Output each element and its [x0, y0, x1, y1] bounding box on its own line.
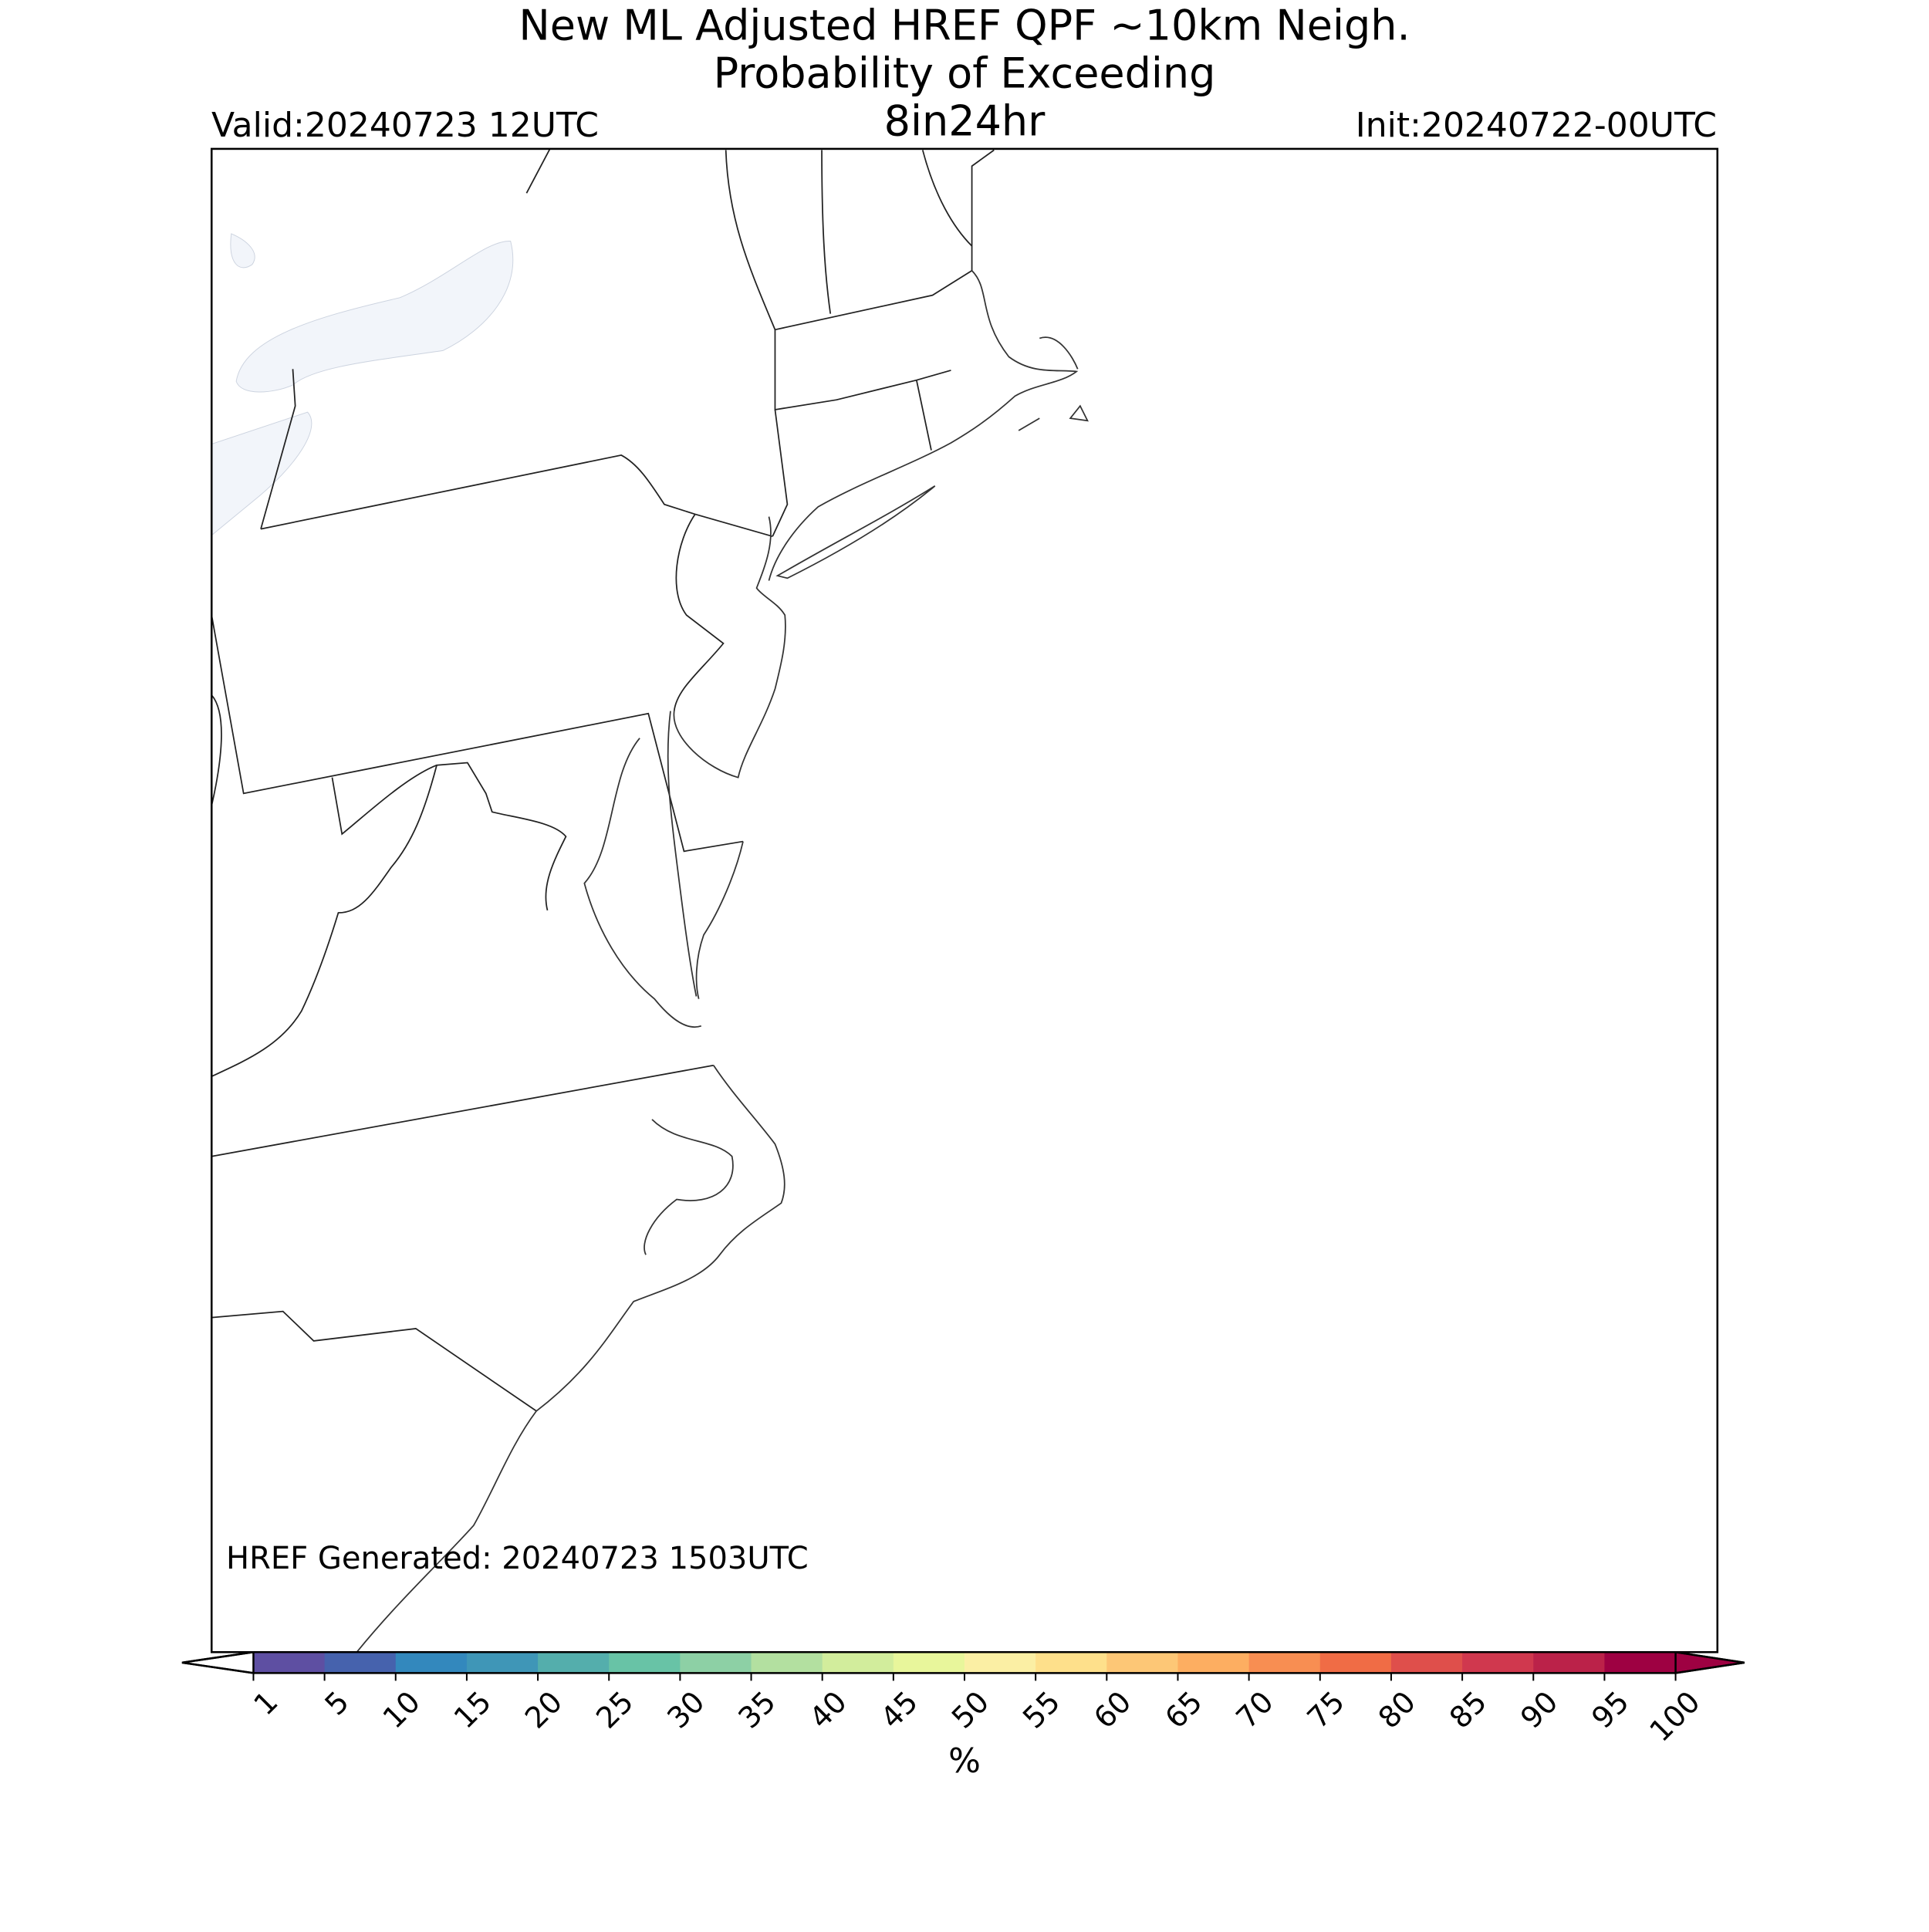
init-time: Init:20240722-00UTC [1356, 106, 1717, 145]
state-border [525, 148, 551, 194]
long-island [775, 485, 936, 579]
colorbar-tick-label: 45 [874, 1684, 924, 1734]
state-border [260, 454, 773, 538]
colorbar-label: % [948, 1741, 981, 1781]
colorbar-tick-label: 70 [1229, 1684, 1279, 1734]
colorbar-segment [680, 1652, 752, 1674]
map [210, 147, 1719, 1653]
colorbar-tick-label: 40 [803, 1684, 853, 1734]
colorbar-segment [324, 1652, 397, 1674]
colorbar-tick-label: 55 [1016, 1684, 1066, 1734]
state-border [915, 380, 932, 451]
pamlico [644, 1119, 734, 1255]
cape-cod [1018, 336, 1089, 431]
valid-time: Valid:20240723 12UTC [211, 106, 599, 145]
lake-ontario [235, 241, 514, 393]
colorbar-segment [822, 1652, 894, 1674]
coastline [695, 841, 744, 999]
state-border [331, 762, 567, 911]
colorbar-tick-label: 65 [1158, 1684, 1208, 1734]
colorbar-tick-label: 35 [731, 1684, 782, 1734]
colorbar-tick-label: 100 [1643, 1684, 1706, 1748]
colorbar-segment [1248, 1652, 1321, 1674]
state-border [772, 409, 789, 537]
colorbar-tick-label: 20 [519, 1684, 569, 1734]
colorbar-tick-label: 95 [1585, 1684, 1635, 1734]
state-border [211, 765, 437, 1077]
state-border [211, 1064, 714, 1157]
colorbar-segment [538, 1652, 610, 1674]
coastline [356, 1065, 785, 1653]
colorbar-segment [751, 1652, 823, 1674]
colorbar-tick-label: 15 [448, 1684, 498, 1734]
title-line: Probability of Exceeding [714, 49, 1216, 98]
colorbar-tick-label: 30 [660, 1684, 711, 1734]
colorbar-segment [395, 1652, 468, 1674]
lake-erie [211, 411, 312, 536]
state-border [260, 369, 296, 529]
colorbar-segment [466, 1652, 539, 1674]
colorbar-segment [1035, 1652, 1107, 1674]
colorbar-tick-label: 10 [377, 1684, 427, 1734]
state-border [775, 149, 995, 331]
colorbar-tick-label: 80 [1372, 1684, 1422, 1734]
colorbar-tick-label: 25 [590, 1684, 640, 1734]
colorbar-extend-low [181, 1650, 255, 1674]
map-frame [210, 147, 1719, 1653]
state-border [921, 150, 973, 247]
state-border [673, 513, 725, 711]
colorbar-segment [609, 1652, 681, 1674]
coastline [673, 516, 786, 779]
colorbar-segment [964, 1652, 1036, 1674]
coastline [768, 270, 1079, 581]
basemap [211, 148, 1089, 1653]
state-border [725, 150, 951, 410]
colorbar-tick-label: 60 [1087, 1684, 1137, 1734]
colorbar-tick-label: 1 [247, 1684, 284, 1721]
small-lake [230, 233, 255, 269]
state-border [211, 694, 222, 806]
title-line: New ML Adjusted HREF QPF ~10km Neigh. [519, 2, 1410, 50]
state-border [821, 150, 832, 314]
colorbar-segment [1177, 1652, 1250, 1674]
chesapeake [583, 738, 702, 1028]
colorbar-tick-label: 90 [1514, 1684, 1564, 1734]
colorbar-tick-label: 5 [319, 1684, 356, 1721]
colorbar-segment [253, 1652, 326, 1674]
colorbar-segment [1462, 1652, 1534, 1674]
colorbar-segment [1390, 1652, 1463, 1674]
colorbar-extend-high [1674, 1650, 1745, 1674]
colorbar-segment [1319, 1652, 1392, 1674]
colorbar-tick-label: 50 [945, 1684, 995, 1734]
title-line: 8in24hr [884, 97, 1046, 146]
state-border [211, 1310, 537, 1412]
colorbar: 1 5 10 15 20 25 30 35 40 45 50 55 60 65 70 75 80 85 90 95 10… [181, 1650, 1745, 1748]
colorbar-segment [1604, 1652, 1677, 1674]
colorbar-tick-label: 85 [1443, 1684, 1493, 1734]
generated-note: HREF Generated: 20240723 1503UTC [226, 1541, 809, 1576]
colorbar-tick-label: 75 [1301, 1684, 1351, 1734]
chesapeake [667, 711, 698, 997]
colorbar-segment [1533, 1652, 1605, 1674]
colorbar-segment [1106, 1652, 1178, 1674]
state-border [211, 615, 744, 853]
colorbar-segment [893, 1652, 965, 1674]
